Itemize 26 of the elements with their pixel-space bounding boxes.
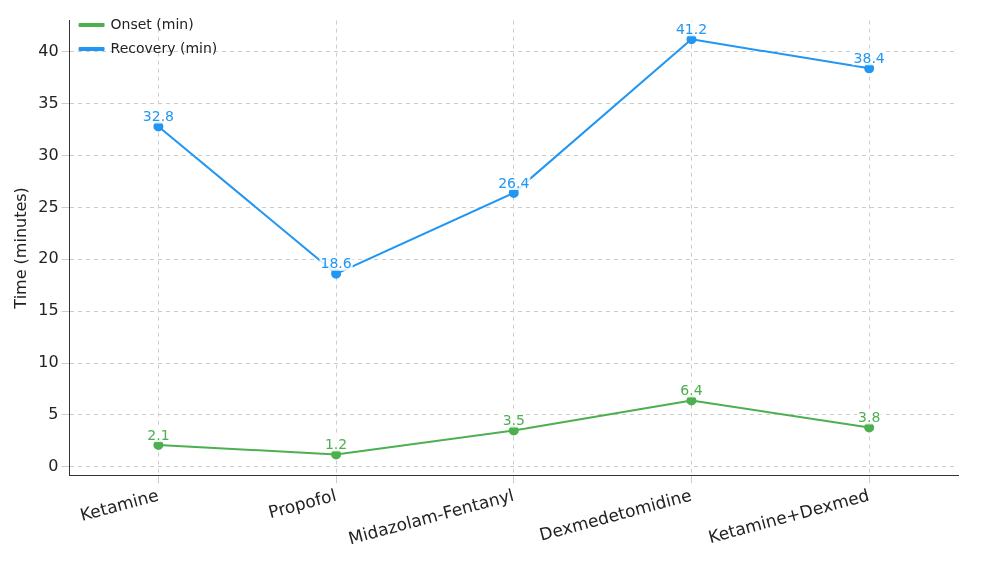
- data-label: 6.4: [680, 382, 703, 399]
- data-label: 3.5: [502, 412, 525, 429]
- legend-label: Onset (min): [110, 15, 194, 32]
- y-tick-label: 5: [48, 404, 59, 424]
- data-label: 18.6: [320, 255, 352, 272]
- y-tick-label: 30: [38, 144, 59, 164]
- y-axis-title: Time (minutes): [10, 187, 30, 310]
- data-label: 1.2: [324, 436, 348, 453]
- data-label: 32.8: [142, 108, 174, 125]
- y-tick-label: 15: [38, 300, 59, 320]
- y-tick-label: 40: [38, 40, 59, 60]
- legend-label: Recovery (min): [110, 39, 218, 56]
- data-label: 2.1: [147, 426, 170, 443]
- point: [864, 422, 875, 433]
- data-label: 3.8: [858, 409, 881, 426]
- y-tick-label: 10: [38, 352, 59, 372]
- data-label: 26.4: [498, 174, 530, 191]
- point: [153, 440, 164, 451]
- data-label: 38.4: [853, 49, 885, 66]
- data-label: 41.2: [675, 20, 708, 37]
- y-tick-label: 25: [38, 196, 59, 216]
- point: [331, 449, 342, 460]
- point: [864, 63, 875, 74]
- y-tick-label: 0: [48, 456, 59, 476]
- y-tick-label: 20: [38, 248, 59, 268]
- y-tick-label: 35: [38, 92, 59, 112]
